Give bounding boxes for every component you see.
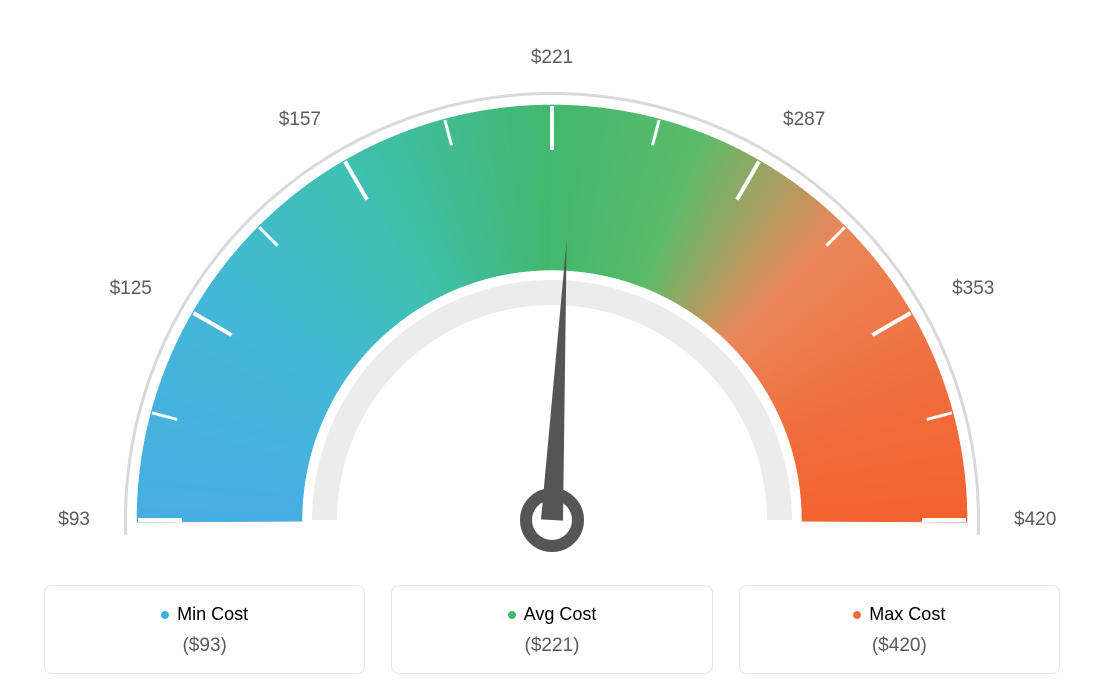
legend-label: Min Cost (177, 604, 248, 625)
gauge-tick-label: $221 (527, 47, 577, 69)
gauge-tick-label: $125 (102, 278, 152, 300)
legend-title-max: Max Cost (853, 604, 945, 625)
dot-icon (853, 611, 861, 619)
gauge-tick-label: $287 (783, 109, 825, 131)
legend-title-min: Min Cost (161, 604, 248, 625)
legend-value: ($93) (55, 635, 354, 657)
gauge-tick-label: $157 (271, 109, 321, 131)
gauge-tick-label: $353 (952, 278, 994, 300)
legend-value: ($420) (750, 635, 1049, 657)
legend-card-max: Max Cost ($420) (739, 585, 1060, 674)
gauge-tick-label: $420 (1014, 509, 1056, 531)
gauge-chart: $93 $125 $157 $221 $287 $353 $420 (42, 20, 1062, 580)
dot-icon (508, 611, 516, 619)
legend-label: Max Cost (869, 604, 945, 625)
legend-label: Avg Cost (524, 604, 597, 625)
legend-card-avg: Avg Cost ($221) (391, 585, 712, 674)
legend-row: Min Cost ($93) Avg Cost ($221) Max Cost … (44, 585, 1060, 674)
legend-value: ($221) (402, 635, 701, 657)
legend-title-avg: Avg Cost (508, 604, 597, 625)
legend-card-min: Min Cost ($93) (44, 585, 365, 674)
gauge-tick-label: $93 (40, 509, 90, 531)
gauge-svg (42, 20, 1062, 580)
dot-icon (161, 611, 169, 619)
